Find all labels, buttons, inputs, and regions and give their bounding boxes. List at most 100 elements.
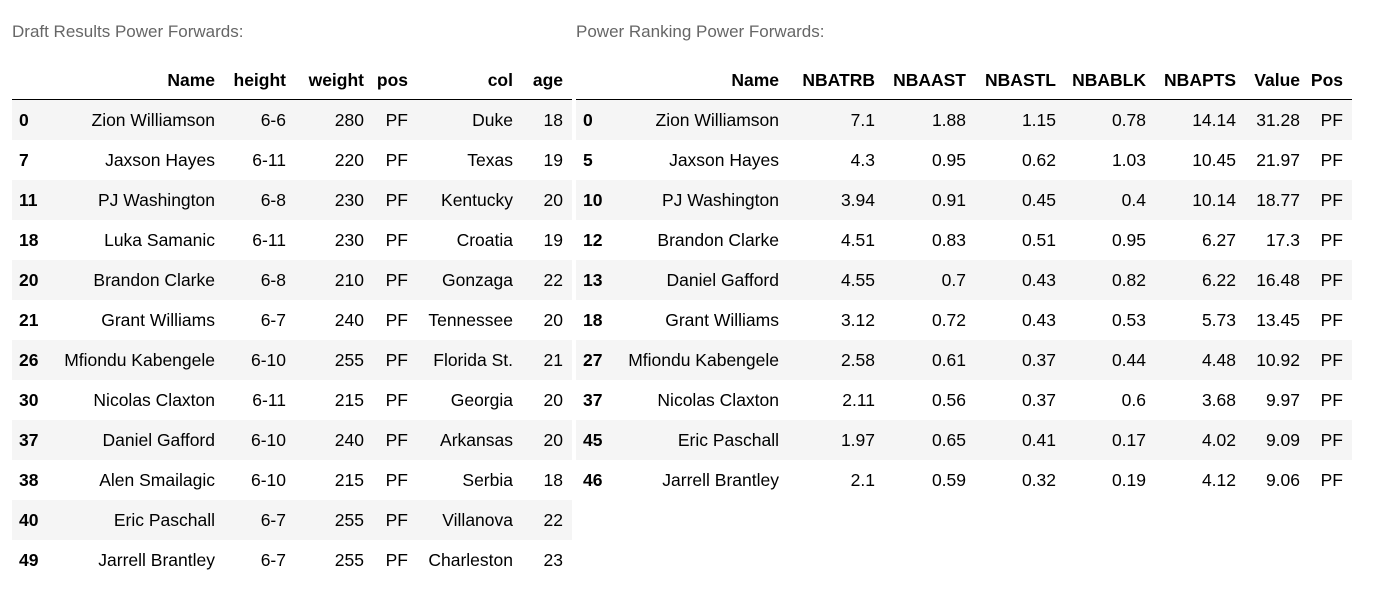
table-cell: 255 (334, 549, 364, 570)
column-header: weight (295, 61, 373, 100)
table-cell: 0.4 (1121, 189, 1146, 210)
table-cell: 6-7 (260, 509, 286, 530)
table-row: 20 Brandon Clarke 6-8 210 PF Gonzaga 22 (12, 260, 572, 300)
table-cell: 2.58 (840, 349, 875, 370)
table-cell: 255 (334, 349, 364, 370)
table-cell: Alen Smailagic (99, 469, 215, 490)
table-cell: 20 (543, 309, 563, 330)
table-cell: 0.43 (1021, 269, 1056, 290)
column-header: NBAPTS (1155, 61, 1245, 100)
table-cell: 0.65 (931, 429, 966, 450)
table-cell: 18.77 (1256, 189, 1300, 210)
row-index: 38 (19, 469, 39, 490)
column-header: NBAAST (884, 61, 975, 100)
table-cell: 3.68 (1201, 389, 1236, 410)
table-cell: 0.44 (1111, 349, 1146, 370)
table-cell: 0.72 (931, 309, 966, 330)
table-cell: Zion Williamson (655, 109, 780, 130)
table-cell: 2.1 (850, 469, 875, 490)
column-header: Pos (1309, 61, 1352, 100)
table-cell: 9.06 (1265, 469, 1300, 490)
table-cell: PJ Washington (97, 189, 215, 210)
table-cell: Nicolas Claxton (93, 389, 215, 410)
table-cell: 31.28 (1256, 109, 1300, 130)
table-row: 0 Zion Williamson 6-6 280 PF Duke 18 (12, 99, 572, 140)
table-cell: Arkansas (440, 429, 513, 450)
table-cell: 1.97 (840, 429, 875, 450)
column-header: age (522, 61, 572, 100)
row-index: 21 (19, 309, 39, 330)
table-cell: PF (1320, 349, 1343, 370)
table-cell: PF (385, 149, 408, 170)
table-cell: Mfiondu Kabengele (64, 349, 215, 370)
table-cell: Daniel Gafford (102, 429, 215, 450)
table-cell: 255 (334, 509, 364, 530)
table-header-row: Name height weight pos col age (12, 61, 572, 100)
table-cell: 0.19 (1111, 469, 1146, 490)
row-index: 37 (583, 389, 603, 410)
row-index: 45 (583, 429, 603, 450)
row-index: 46 (583, 469, 603, 490)
index-header (12, 61, 56, 100)
table-cell: 5.73 (1201, 309, 1236, 330)
table-cell: 20 (543, 429, 563, 450)
table-cell: 2.11 (842, 389, 875, 410)
table-cell: 18 (543, 469, 563, 490)
table-cell: 17.3 (1265, 229, 1300, 250)
table-cell: Jaxson Hayes (669, 149, 779, 170)
row-index: 18 (19, 229, 39, 250)
table-cell: 215 (334, 469, 364, 490)
table-row: 46 Jarrell Brantley 2.1 0.59 0.32 0.19 4.12 9.0… (576, 460, 1352, 500)
table-cell: 4.12 (1201, 469, 1236, 490)
table-cell: 0.41 (1021, 429, 1056, 450)
table-cell: Gonzaga (441, 269, 513, 290)
row-index: 7 (19, 149, 29, 170)
table-cell: 0.82 (1111, 269, 1146, 290)
table-cell: PF (385, 109, 408, 130)
table-row: 11 PJ Washington 6-8 230 PF Kentucky 20 (12, 180, 572, 220)
table-cell: PF (385, 549, 408, 570)
table-cell: 16.48 (1256, 269, 1300, 290)
table-cell: PF (1320, 269, 1343, 290)
table-row: 38 Alen Smailagic 6-10 215 PF Serbia 18 (12, 460, 572, 500)
table-cell: Charleston (428, 549, 513, 570)
table-row: 37 Daniel Gafford 6-10 240 PF Arkansas 20 (12, 420, 572, 460)
table-cell: 6-10 (250, 429, 286, 450)
table-row: 37 Nicolas Claxton 2.11 0.56 0.37 0.6 3.68 9.97… (576, 380, 1352, 420)
table-cell: 1.88 (931, 109, 966, 130)
table-cell: 21 (543, 349, 563, 370)
table-cell: 0.32 (1021, 469, 1056, 490)
table-row: 18 Luka Samanic 6-11 230 PF Croatia 19 (12, 220, 572, 260)
table-cell: 21.97 (1256, 149, 1300, 170)
table-cell: Jarrell Brantley (662, 469, 779, 490)
table-cell: 14.14 (1192, 109, 1236, 130)
table-cell: Eric Paschall (677, 429, 779, 450)
row-index: 26 (19, 349, 39, 370)
table-cell: 0.51 (1021, 229, 1056, 250)
table-header-row: Name NBATRB NBAAST NBASTL NBABLK NBAPTS Value P… (576, 61, 1352, 100)
table-cell: 9.09 (1265, 429, 1300, 450)
table-cell: 0.56 (931, 389, 966, 410)
table-row: 12 Brandon Clarke 4.51 0.83 0.51 0.95 6.27 17.3… (576, 220, 1352, 260)
row-index: 13 (583, 269, 603, 290)
table-cell: 4.3 (850, 149, 875, 170)
table-cell: Georgia (450, 389, 513, 410)
table-cell: 0.6 (1121, 389, 1146, 410)
table-cell: Brandon Clarke (657, 229, 779, 250)
table-cell: 3.94 (840, 189, 875, 210)
table-row: 30 Nicolas Claxton 6-11 215 PF Georgia 20 (12, 380, 572, 420)
table-cell: 19 (543, 229, 563, 250)
row-index: 12 (583, 229, 603, 250)
table-cell: 0.61 (931, 349, 966, 370)
column-header: col (417, 61, 522, 100)
table-cell: 6-10 (250, 349, 286, 370)
table-cell: 6-6 (260, 109, 286, 130)
table-cell: PF (1320, 149, 1343, 170)
table-cell: 22 (543, 509, 563, 530)
column-header: NBATRB (788, 61, 884, 100)
table-cell: 0.37 (1021, 389, 1056, 410)
table-cell: 0.37 (1021, 349, 1056, 370)
table-cell: PF (1320, 229, 1343, 250)
table-cell: 0.53 (1111, 309, 1146, 330)
table-row: 18 Grant Williams 3.12 0.72 0.43 0.53 5.73 13.4… (576, 300, 1352, 340)
